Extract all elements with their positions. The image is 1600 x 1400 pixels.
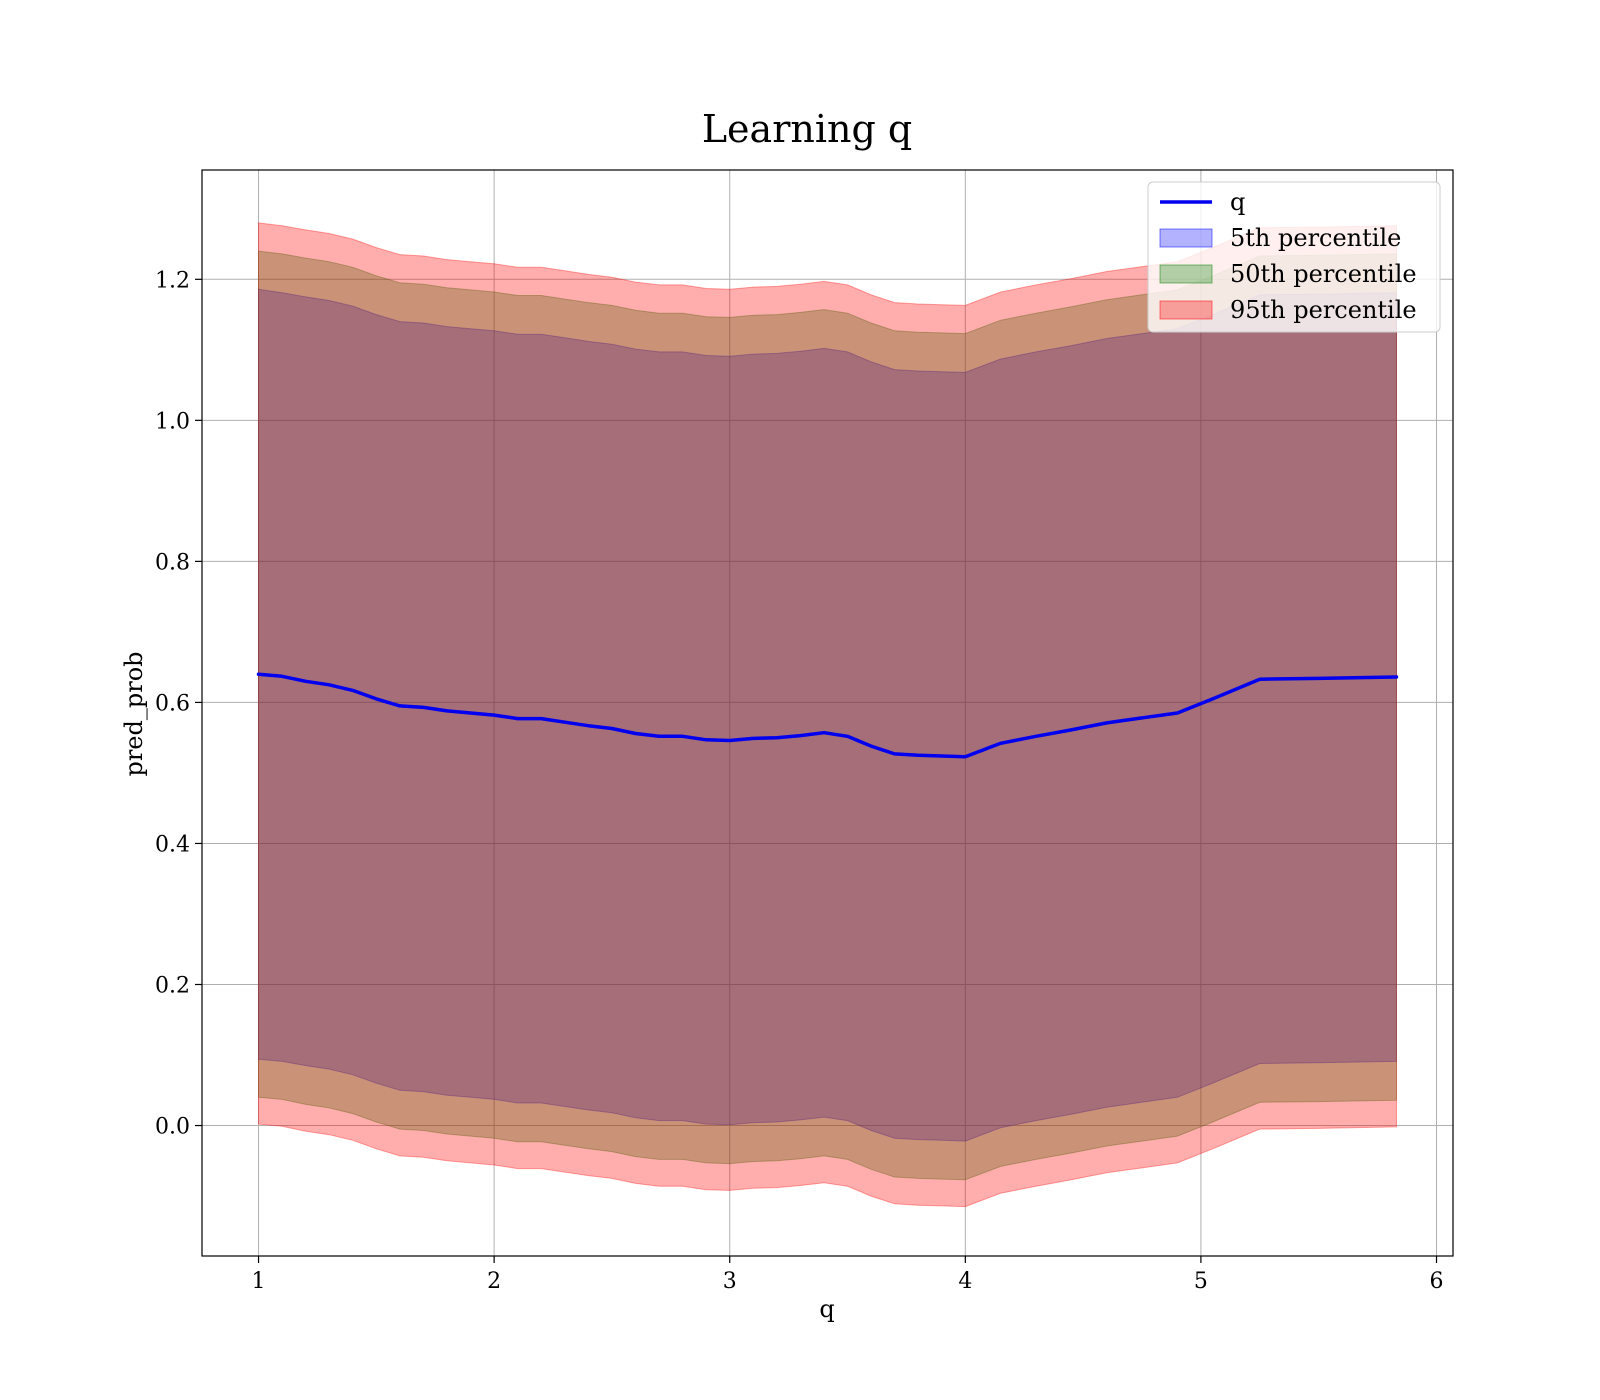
y-tick-label: 1.2 (155, 268, 190, 293)
x-tick-label: 6 (1430, 1269, 1444, 1294)
y-tick-label: 0.2 (155, 974, 190, 999)
series-layer (256, 672, 1399, 759)
legend-label-band: 95th percentile (1230, 296, 1417, 324)
legend: q 5th percentile 50th percentile 95th perce… (1147, 181, 1441, 333)
x-tick-label: 3 (723, 1269, 737, 1294)
y-tick-label: 1.0 (155, 409, 190, 434)
legend-box (1147, 181, 1441, 333)
y-axis-label: pred_prob (120, 651, 148, 776)
chart-title: Learning q (702, 107, 912, 151)
x-tick-label: 1 (252, 1269, 266, 1294)
legend-label-q: q (1230, 188, 1245, 216)
x-tick-label: 2 (487, 1269, 501, 1294)
band-5th-percentile (258, 288, 1397, 1142)
y-tick-label: 0.4 (155, 832, 190, 857)
legend-label-band: 50th percentile (1230, 260, 1417, 288)
series-line-q (256, 672, 1399, 759)
band-50th-percentile (258, 250, 1397, 1181)
plot-frame (201, 169, 1454, 1257)
legend-swatch-band (1159, 228, 1213, 248)
y-tick-label: 0.6 (155, 691, 190, 716)
y-tick-label: 0.8 (155, 550, 190, 575)
band-95th-percentile (258, 222, 1397, 1208)
y-tick-label: 0.0 (155, 1115, 190, 1140)
percentile-bands (258, 222, 1397, 1208)
x-axis-label: q (819, 1295, 834, 1323)
axis-ticks: 1 2 3 4 5 6 0.0 0.2 0.4 0.6 0.8 1.0 1.2 (155, 268, 1444, 1294)
legend-label-band: 5th percentile (1230, 224, 1401, 252)
legend-swatch-band (1159, 300, 1213, 320)
x-tick-label: 4 (958, 1269, 972, 1294)
legend-swatch-band (1159, 264, 1213, 284)
x-tick-label: 5 (1194, 1269, 1208, 1294)
